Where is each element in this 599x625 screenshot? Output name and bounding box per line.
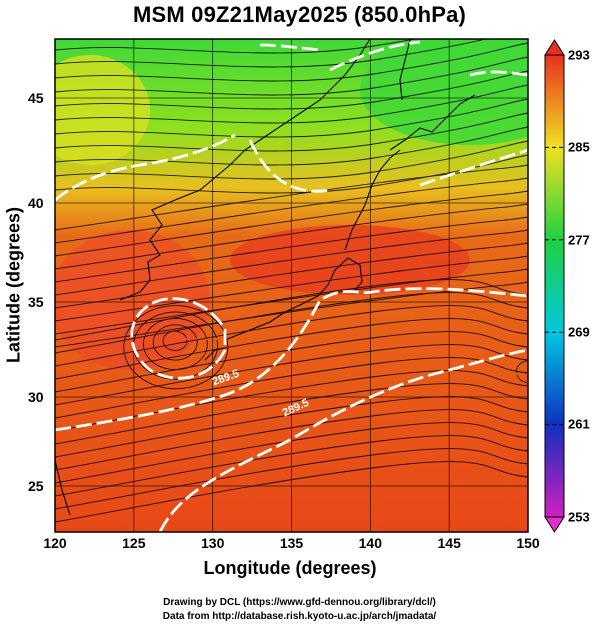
- x-tick-130: 130: [201, 535, 225, 551]
- streamline: [152, 324, 198, 361]
- coastlines: [55, 39, 476, 516]
- streamline: [55, 164, 528, 231]
- streamline: [55, 70, 528, 110]
- streamline: [55, 383, 528, 445]
- x-tick-135: 135: [279, 535, 304, 551]
- x-axis-label: Longitude (degrees): [203, 558, 377, 578]
- streamline: [55, 268, 528, 335]
- x-tick-120: 120: [43, 535, 67, 551]
- streamline: [55, 318, 528, 380]
- credit-data: Data from http://database.rish.kyoto-u.a…: [162, 611, 437, 622]
- streamline: [55, 39, 418, 54]
- streamline: [55, 112, 528, 152]
- streamline: [55, 396, 528, 458]
- colorbar-tick-253: 253: [568, 509, 590, 525]
- streamline: [55, 242, 528, 309]
- streamline: [55, 216, 528, 283]
- streamline: [55, 422, 528, 484]
- streamline: [55, 154, 528, 194]
- y-tick-25: 25: [28, 478, 44, 494]
- streamline: [55, 448, 528, 510]
- x-tick-125: 125: [122, 535, 146, 551]
- streamline: [55, 98, 528, 138]
- streamline: [55, 229, 528, 296]
- streamline: [55, 344, 528, 406]
- x-tick-140: 140: [358, 535, 382, 551]
- streamline: [55, 461, 528, 523]
- streamline: [55, 370, 528, 432]
- colorbar-tick-269: 269: [568, 324, 590, 340]
- x-tick-145: 145: [437, 535, 461, 551]
- y-tick-45: 45: [28, 90, 44, 106]
- colorbar-tick-293: 293: [568, 47, 590, 63]
- x-tick-150: 150: [516, 535, 540, 551]
- streamline: [55, 177, 528, 244]
- y-tick-35: 35: [28, 294, 44, 310]
- colorbar: [544, 39, 565, 533]
- streamline: [55, 190, 528, 257]
- streamline: [55, 331, 528, 393]
- credit-drawing: Drawing by DCL (https://www.gfd-dennou.o…: [163, 597, 436, 608]
- streamline: [55, 357, 528, 419]
- colorbar-tick-261: 261: [568, 416, 590, 432]
- y-tick-30: 30: [28, 389, 44, 405]
- streamline: [55, 140, 528, 180]
- streamline: [55, 409, 528, 471]
- streamline: [55, 203, 528, 270]
- streamline: [55, 281, 528, 348]
- streamline: [142, 317, 208, 371]
- streamline: [516, 360, 528, 383]
- colorbar-tick-285: 285: [568, 139, 590, 155]
- contours: [55, 40, 528, 532]
- streamline: [123, 305, 229, 390]
- page-title: MSM 09Z21May2025 (850.0hPa): [132, 2, 467, 27]
- streamline: [55, 435, 528, 497]
- streamline: [55, 126, 528, 166]
- plot-frame: [54, 38, 529, 533]
- streamline: [55, 56, 528, 96]
- streamline: [55, 84, 528, 124]
- y-tick-40: 40: [28, 195, 44, 211]
- colorbar-tick-277: 277: [568, 232, 590, 248]
- streamline: [162, 330, 188, 351]
